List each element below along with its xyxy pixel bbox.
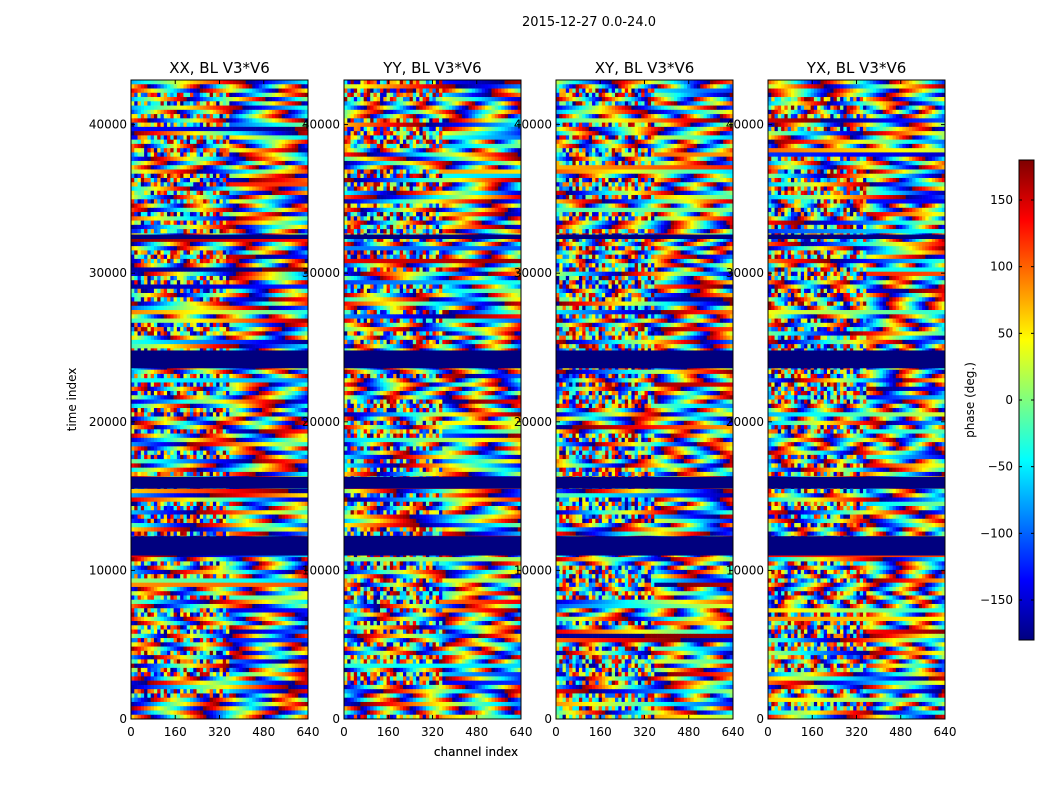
x-tick-label: 0 bbox=[552, 725, 560, 739]
phase-texture bbox=[556, 80, 734, 720]
panel-title: YY, BL V3*V6 bbox=[382, 59, 481, 77]
flagged-band-1 bbox=[344, 476, 521, 489]
y-tick-label: 20000 bbox=[302, 415, 340, 429]
y-tick-label: 40000 bbox=[302, 118, 340, 132]
phase-texture bbox=[768, 80, 946, 720]
heatmap-panel-yy: YY, BL V3*V6 0 160 320 480 640 0 10000 20000 3000… bbox=[302, 59, 533, 759]
panel-title: XX, BL V3*V6 bbox=[169, 59, 270, 77]
y-tick-label: 0 bbox=[756, 712, 764, 726]
y-tick-label: 40000 bbox=[89, 118, 127, 132]
y-tick-label: 20000 bbox=[514, 415, 552, 429]
y-tick-label: 0 bbox=[544, 712, 552, 726]
flagged-band-2 bbox=[768, 350, 945, 369]
y-tick-label: 30000 bbox=[89, 266, 127, 280]
y-tick-label: 40000 bbox=[514, 118, 552, 132]
panel-title: YX, BL V3*V6 bbox=[806, 59, 907, 77]
x-tick-label: 480 bbox=[889, 725, 912, 739]
colorbar-tick-label: 0 bbox=[1005, 393, 1013, 407]
y-tick-label: 30000 bbox=[514, 266, 552, 280]
y-tick-label: 0 bbox=[119, 712, 127, 726]
flagged-band-3 bbox=[556, 234, 733, 240]
heatmap-panel-xy: XY, BL V3*V6 0 160 320 480 640 0 10000 20000 3000… bbox=[514, 59, 745, 739]
colorbar-label: phase (deg.) bbox=[963, 362, 977, 438]
heatmap-panels: XX, BL V3*V6 0 160 320 480 640 0 10000 20000 3000… bbox=[65, 59, 956, 759]
x-tick-label: 640 bbox=[722, 725, 745, 739]
flagged-band-1 bbox=[768, 476, 945, 489]
flagged-band-2 bbox=[131, 350, 308, 369]
x-tick-label: 320 bbox=[633, 725, 656, 739]
panel-title: XY, BL V3*V6 bbox=[595, 59, 695, 77]
colorbar-tick-label: 150 bbox=[990, 193, 1013, 207]
y-tick-label: 0 bbox=[332, 712, 340, 726]
colorbar-tick-label: 50 bbox=[998, 326, 1013, 340]
x-tick-label: 640 bbox=[297, 725, 320, 739]
x-tick-label: 320 bbox=[208, 725, 231, 739]
x-tick-label: 640 bbox=[510, 725, 533, 739]
y-tick-label: 20000 bbox=[726, 415, 764, 429]
phase-texture bbox=[131, 80, 309, 720]
colorbar-tick-label: −50 bbox=[988, 460, 1013, 474]
x-tick-label: 160 bbox=[589, 725, 612, 739]
x-tick-label: 0 bbox=[340, 725, 348, 739]
x-tick-label: 0 bbox=[764, 725, 772, 739]
y-tick-label: 20000 bbox=[89, 415, 127, 429]
flagged-band-2 bbox=[344, 350, 521, 369]
colorbar-tick-label: −150 bbox=[980, 593, 1013, 607]
flagged-band-0 bbox=[344, 536, 521, 556]
flagged-band-3 bbox=[344, 234, 521, 240]
x-tick-label: 320 bbox=[421, 725, 444, 739]
flagged-band-0 bbox=[556, 536, 733, 556]
y-tick-label: 10000 bbox=[89, 563, 127, 577]
colorbar-tick-label: 100 bbox=[990, 260, 1013, 274]
x-tick-label: 0 bbox=[127, 725, 135, 739]
flagged-band-3 bbox=[768, 234, 945, 240]
y-tick-label: 10000 bbox=[514, 563, 552, 577]
x-axis-label: channel index bbox=[434, 745, 518, 759]
x-axis-label: channel index bbox=[434, 745, 518, 759]
x-tick-label: 320 bbox=[845, 725, 868, 739]
colorbar-tick-label: −100 bbox=[980, 526, 1013, 540]
figure-suptitle: 2015-12-27 0.0-24.0 bbox=[522, 15, 656, 30]
heatmap-panel-yx: YX, BL V3*V6 0 160 320 480 640 0 10000 20000 3000… bbox=[726, 59, 957, 739]
flagged-band-1 bbox=[131, 476, 308, 489]
flagged-band-2 bbox=[556, 350, 733, 369]
flagged-band-1 bbox=[556, 476, 733, 489]
x-tick-label: 640 bbox=[934, 725, 957, 739]
colorbar: 150 100 50 0 −50 −100 −150 phase (deg.) bbox=[963, 159, 1035, 641]
heatmap-panel-xx: XX, BL V3*V6 0 160 320 480 640 0 10000 20000 3000… bbox=[65, 59, 518, 759]
y-tick-label: 40000 bbox=[726, 118, 764, 132]
y-tick-label: 30000 bbox=[302, 266, 340, 280]
x-tick-label: 160 bbox=[164, 725, 187, 739]
x-tick-label: 160 bbox=[801, 725, 824, 739]
y-tick-label: 10000 bbox=[726, 563, 764, 577]
flagged-band-0 bbox=[131, 536, 308, 556]
flagged-band-0 bbox=[768, 536, 945, 556]
x-tick-label: 160 bbox=[377, 725, 400, 739]
x-tick-label: 480 bbox=[465, 725, 488, 739]
phase-texture bbox=[344, 80, 522, 720]
x-tick-label: 480 bbox=[252, 725, 275, 739]
flagged-band-3 bbox=[131, 234, 308, 240]
x-tick-label: 480 bbox=[677, 725, 700, 739]
y-axis-label: time index bbox=[65, 368, 79, 432]
y-tick-label: 10000 bbox=[302, 563, 340, 577]
y-tick-label: 30000 bbox=[726, 266, 764, 280]
